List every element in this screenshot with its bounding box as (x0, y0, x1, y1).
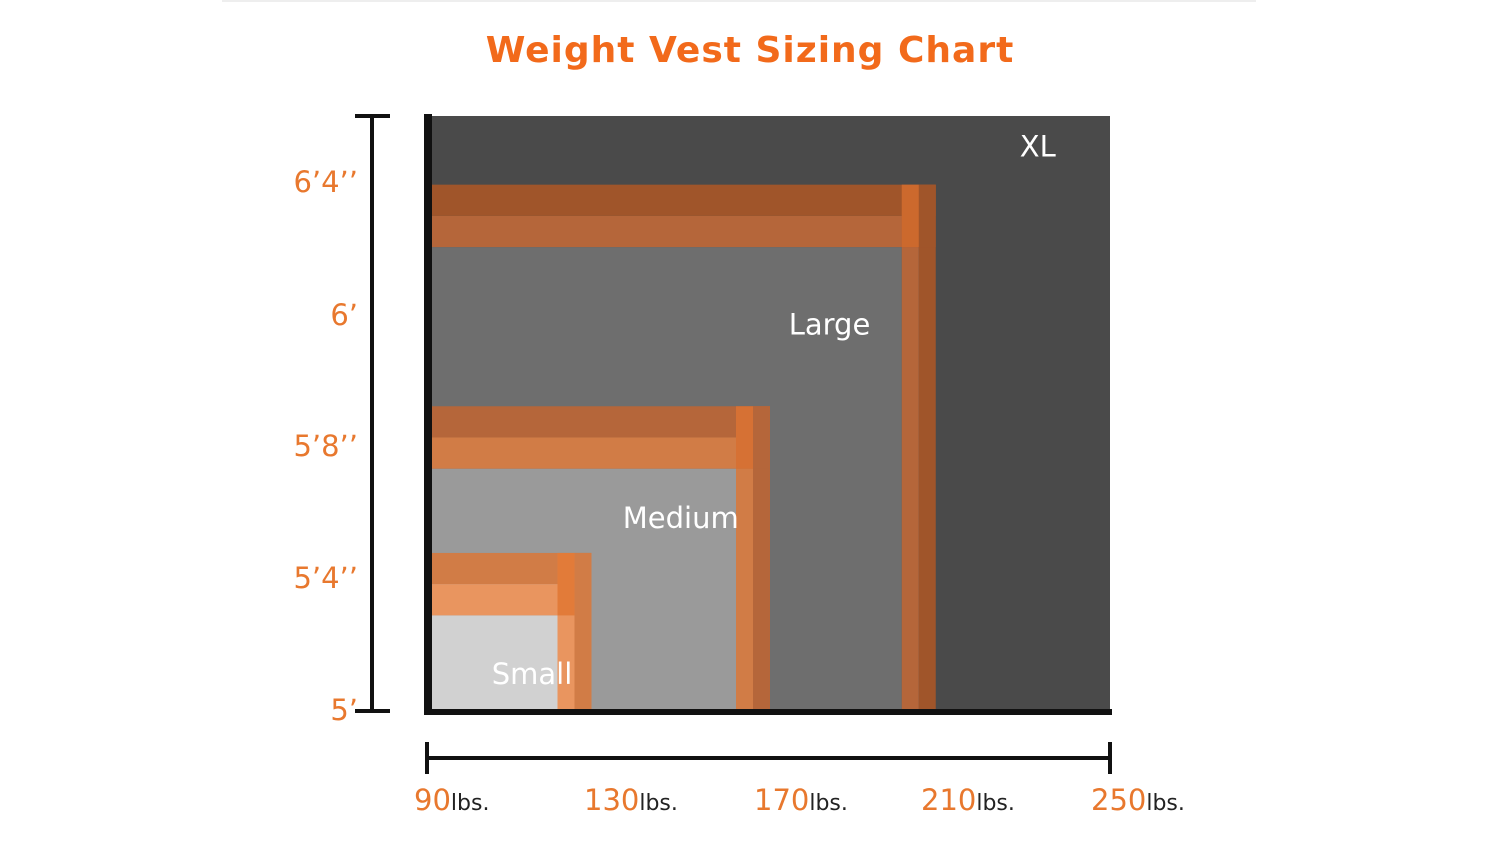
x-tick-unit: lbs. (639, 791, 678, 816)
overlap-band-large-vertical-outer (918, 184, 936, 710)
overlap-band-medium-horizontal-outer (430, 406, 770, 438)
size-region-small (430, 615, 558, 709)
x-tick-unit: lbs. (809, 791, 848, 816)
overlap-band-medium-horizontal-inner (430, 437, 753, 469)
overlap-band-large-horizontal-inner (430, 215, 919, 248)
overlap-corner-highlight-medium (736, 406, 753, 469)
y-tick-label: 5’8’’ (293, 429, 358, 463)
top-rule (222, 0, 1256, 2)
x-tick-label: 130lbs. (584, 783, 678, 817)
plot-left-axis (424, 114, 432, 715)
x-tick-label: 90lbs. (414, 783, 489, 817)
size-label-xl: XL (1020, 130, 1056, 164)
y-tick-label: 6’4’’ (293, 165, 358, 199)
overlap-corner-highlight-large (901, 184, 919, 248)
x-tick-labels: 90lbs. 130lbs. 170lbs. 210lbs. 250lbs. (414, 783, 1185, 817)
overlap-bands (430, 184, 936, 710)
x-tick-value: 90 (414, 783, 451, 817)
x-tick-value: 170 (754, 783, 809, 817)
x-tick-unit: lbs. (976, 791, 1015, 816)
size-labels: Small Medium Large XL (492, 130, 1056, 691)
x-tick-value: 130 (584, 783, 639, 817)
chart-title: Weight Vest Sizing Chart (485, 30, 1015, 71)
overlap-band-large-vertical-inner (901, 215, 919, 709)
overlap-band-small-horizontal-inner (430, 584, 575, 616)
y-tick-label: 5’4’’ (293, 561, 358, 595)
x-tick-unit: lbs. (1146, 791, 1185, 816)
overlap-corner-highlight-small (557, 552, 575, 616)
overlap-band-medium-vertical-inner (736, 437, 753, 709)
axes (355, 114, 1112, 774)
size-label-large: Large (789, 307, 871, 341)
x-tick-label: 250lbs. (1091, 783, 1185, 817)
x-tick-value: 250 (1091, 783, 1146, 817)
overlap-band-large-horizontal-outer (430, 184, 936, 216)
overlap-band-medium-vertical-outer (753, 406, 770, 709)
x-tick-unit: lbs. (451, 791, 490, 816)
y-tick-label: 6’ (330, 298, 358, 332)
plot-bottom-axis (424, 709, 1112, 715)
x-tick-label: 170lbs. (754, 783, 848, 817)
size-label-medium: Medium (623, 501, 739, 535)
x-tick-label: 210lbs. (921, 783, 1015, 817)
size-label-small: Small (492, 657, 573, 691)
y-tick-label: 5’ (330, 693, 358, 727)
x-tick-value: 210 (921, 783, 976, 817)
y-tick-labels: 5’ 5’4’’ 5’8’’ 6’ 6’4’’ (293, 165, 358, 727)
